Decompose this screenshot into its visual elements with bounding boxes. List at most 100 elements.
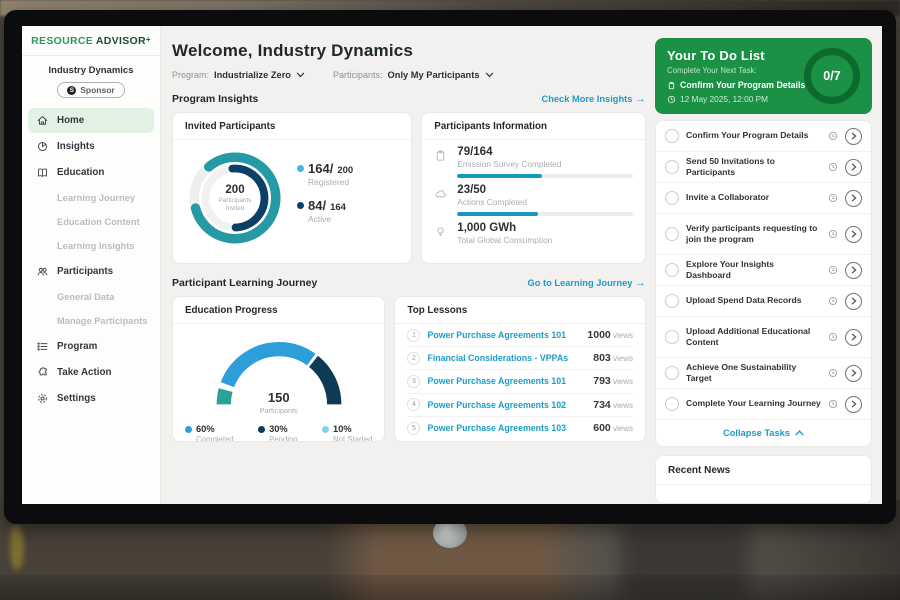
task-checkbox[interactable] <box>665 263 679 277</box>
section-title-program-insights: Program Insights <box>172 93 259 105</box>
not-started-label: Not Started <box>333 435 373 442</box>
sidebar-item-education-content[interactable]: Education Content <box>57 217 140 227</box>
completed-pct: 60% <box>196 424 215 434</box>
rank-badge: 5 <box>407 421 421 435</box>
home-icon <box>37 116 48 125</box>
task-open-button[interactable] <box>845 261 862 279</box>
sidebar-item-manage-participants[interactable]: Manage Participants <box>57 316 148 326</box>
task-checkbox[interactable] <box>665 227 679 241</box>
rank-badge: 2 <box>407 351 421 365</box>
program-select-value: Industrialize Zero <box>214 70 291 80</box>
participants-select-label: Participants: <box>333 70 383 80</box>
task-row[interactable]: Verify participants requesting to join t… <box>656 214 871 255</box>
check-more-insights-link[interactable]: Check More Insights → <box>541 93 646 105</box>
task-row[interactable]: Complete Your Learning Journey <box>656 389 871 420</box>
education-gauge-chart: 150 Participants <box>207 332 351 417</box>
lesson-link[interactable]: Power Purchase Agreements 101 <box>427 330 567 341</box>
sidebar-item-take-action[interactable]: Take Action <box>28 360 154 385</box>
task-row[interactable]: Upload Additional Educational Content <box>656 317 871 358</box>
collapse-tasks-link[interactable]: Collapse Tasks <box>656 420 871 446</box>
task-open-button[interactable] <box>845 395 862 413</box>
task-row[interactable]: Send 50 Invitations to Participants <box>656 152 871 183</box>
arrow-right-icon: → <box>635 277 646 289</box>
sidebar-item-insights[interactable]: Insights <box>28 134 154 159</box>
todo-subtitle: Complete Your Next Task: <box>667 66 757 75</box>
task-open-button[interactable] <box>845 328 862 346</box>
education-progress-card: Education Progress 150 Participants <box>172 296 386 442</box>
views-count: 803 <box>593 352 611 365</box>
clock-icon <box>828 296 838 306</box>
active-value: 84/ <box>308 198 327 213</box>
lesson-link[interactable]: Power Purchase Agreements 102 <box>427 399 567 410</box>
task-checkbox[interactable] <box>665 160 679 174</box>
task-open-button[interactable] <box>845 189 862 207</box>
top-lessons-card: Top Lessons 1 Power Purchase Agreements … <box>394 296 646 442</box>
emission-progress-fill <box>457 174 542 178</box>
sidebar-item-label: Settings <box>57 393 96 404</box>
task-row[interactable]: Achieve One Sustainability Target <box>656 358 871 389</box>
sidebar-item-home[interactable]: Home <box>28 108 154 133</box>
actions-progress-fill <box>457 212 539 216</box>
lesson-link[interactable]: Financial Considerations - VPPAs <box>427 353 569 364</box>
go-to-learning-journey-link[interactable]: Go to Learning Journey → <box>527 277 646 289</box>
clock-icon <box>828 229 838 239</box>
actions-progress-track <box>457 212 633 216</box>
sidebar-item-program[interactable]: Program <box>28 334 154 359</box>
task-label: Invite a Collaborator <box>686 192 770 203</box>
sidebar-item-general-data[interactable]: General Data <box>57 292 115 302</box>
clock-icon <box>828 265 838 275</box>
lesson-row[interactable]: 5 Power Purchase Agreements 103 600 view… <box>407 417 633 440</box>
task-open-button[interactable] <box>845 127 862 145</box>
sponsor-badge-label: Sponsor <box>80 85 115 95</box>
task-open-button[interactable] <box>845 292 862 310</box>
program-select-label: Program: <box>172 70 210 80</box>
background-plant <box>10 525 24 570</box>
views-suffix: views <box>610 424 633 434</box>
lesson-link[interactable]: Power Purchase Agreements 101 <box>427 376 567 387</box>
pending-dot <box>258 426 266 433</box>
lesson-row[interactable]: 2 Financial Considerations - VPPAs 803 v… <box>407 347 633 371</box>
sidebar-item-learning-insights[interactable]: Learning Insights <box>57 241 135 251</box>
lesson-row[interactable]: 3 Power Purchase Agreements 101 793 view… <box>407 370 633 394</box>
clock-icon <box>828 399 838 409</box>
sidebar-item-participants[interactable]: Participants <box>28 259 154 284</box>
completed-dot <box>185 426 192 433</box>
task-checkbox[interactable] <box>665 366 679 380</box>
info-row-emission: 79/164 Emission Survey Completed <box>422 140 645 178</box>
task-open-button[interactable] <box>845 158 862 176</box>
task-checkbox[interactable] <box>665 330 679 344</box>
background-shadow <box>620 520 750 600</box>
sidebar-item-learning-journey[interactable]: Learning Journey <box>57 193 136 203</box>
task-checkbox[interactable] <box>665 397 679 411</box>
participants-information-card: Participants Information 79/164 Emission… <box>421 112 646 264</box>
task-checkbox[interactable] <box>665 191 679 205</box>
task-row[interactable]: Confirm Your Program Details <box>656 121 871 152</box>
consumption-label: Total Global Consumption <box>457 235 553 245</box>
lesson-row[interactable]: 1 Power Purchase Agreements 101 1000 vie… <box>407 324 633 348</box>
program-select[interactable]: Program: Industrialize Zero <box>172 70 305 80</box>
active-total: 164 <box>330 202 346 213</box>
clock-icon <box>828 162 838 172</box>
task-row[interactable]: Explore Your Insights Dashboard <box>656 255 871 286</box>
task-open-button[interactable] <box>845 225 862 243</box>
registered-dot <box>297 165 304 172</box>
task-checkbox[interactable] <box>665 129 679 143</box>
sidebar-item-education[interactable]: Education <box>28 160 154 185</box>
task-open-button[interactable] <box>845 364 862 382</box>
invited-total-label: Participants Invited <box>218 196 252 212</box>
rank-badge: 4 <box>407 398 421 412</box>
task-label: Upload Spend Data Records <box>686 295 802 306</box>
dashboard-screen: RESOURCE ADVISOR+ Industry Dynamics S Sp… <box>22 26 882 504</box>
lesson-row[interactable]: 4 Power Purchase Agreements 102 734 view… <box>407 394 633 417</box>
task-row[interactable]: Invite a Collaborator <box>656 183 871 214</box>
lesson-link[interactable]: Power Purchase Agreements 103 <box>427 423 567 434</box>
participants-select[interactable]: Participants: Only My Participants <box>333 70 494 80</box>
main-column: Welcome, Industry Dynamics Program: Indu… <box>172 36 646 504</box>
task-label: Upload Additional Educational Content <box>686 325 811 347</box>
sidebar-item-settings[interactable]: Settings <box>28 386 154 411</box>
not-started-pct: 10% <box>333 424 352 434</box>
sponsor-badge[interactable]: S Sponsor <box>57 82 125 98</box>
task-checkbox[interactable] <box>665 294 679 308</box>
task-label: Confirm Your Program Details <box>686 130 809 141</box>
task-row[interactable]: Upload Spend Data Records <box>656 286 871 317</box>
